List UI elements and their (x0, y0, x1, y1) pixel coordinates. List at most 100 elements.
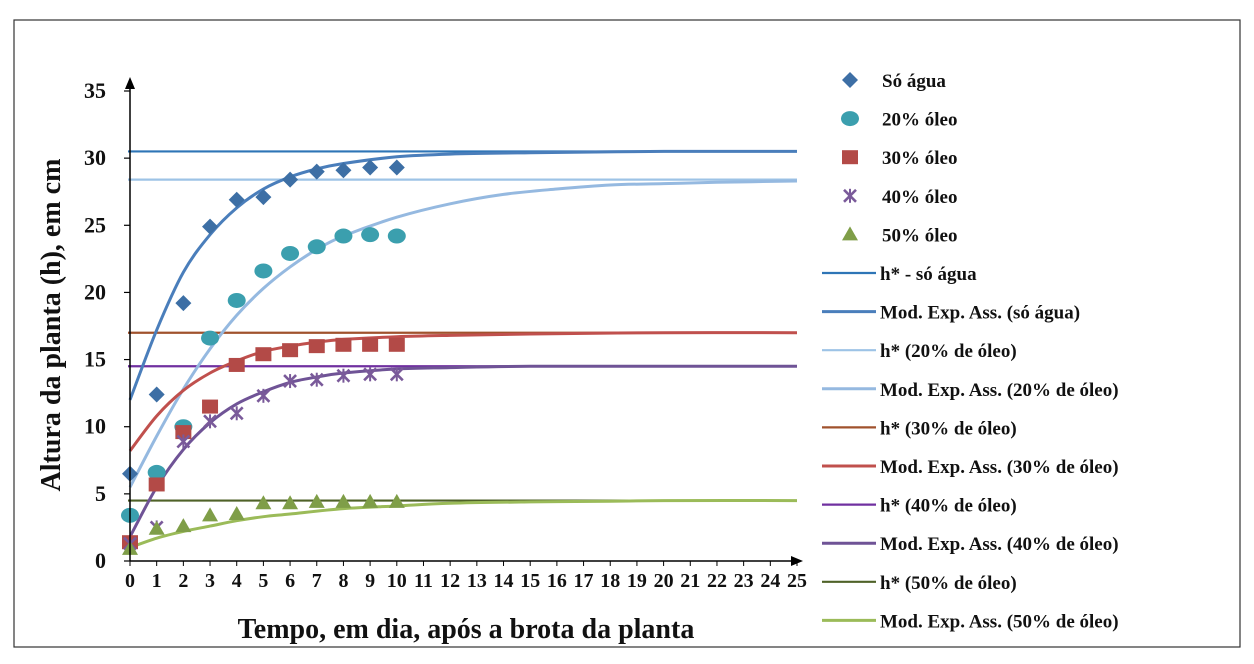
legend-item-5: h* - só água (822, 264, 977, 285)
x-tick-label: 9 (365, 570, 375, 592)
x-tick-label: 3 (205, 570, 215, 592)
data-point (334, 228, 353, 244)
legend-label: 30% óleo (882, 148, 957, 169)
legend-item-6: Mod. Exp. Ass. (só água) (822, 303, 1080, 324)
data-point (362, 493, 379, 508)
x-tick-label: 0 (125, 570, 135, 592)
data-point (307, 239, 326, 255)
y-tick-label: 10 (84, 414, 106, 439)
data-point (308, 493, 325, 508)
legend-item-7: h* (20% de óleo) (822, 341, 1017, 362)
data-point (148, 477, 165, 492)
data-point (148, 386, 165, 403)
data-point (388, 493, 405, 508)
data-point (282, 171, 299, 188)
x-tick-label: 12 (440, 570, 460, 592)
y-tick-label: 0 (95, 548, 106, 573)
data-point (229, 406, 244, 421)
data-point (309, 372, 324, 387)
x-tick-label: 10 (387, 570, 407, 592)
point-series-2 (122, 337, 405, 550)
data-point (308, 339, 325, 354)
legend-item-11: h* (40% de óleo) (822, 496, 1017, 517)
legend-swatch (842, 150, 858, 165)
legend-item-8: Mod. Exp. Ass. (20% de óleo) (822, 380, 1119, 401)
data-point (308, 163, 325, 180)
plot-area (121, 149, 798, 555)
x-tick-label: 19 (627, 570, 647, 592)
data-point (336, 368, 351, 383)
x-tick-label: 16 (547, 570, 567, 592)
data-point (255, 495, 272, 510)
legend-swatch (843, 188, 857, 203)
data-point (389, 367, 404, 382)
data-point (335, 337, 352, 352)
data-point (362, 159, 379, 176)
data-point (175, 425, 192, 440)
data-point (256, 388, 271, 403)
y-tick-label: 30 (84, 145, 106, 170)
x-tick-label: 17 (574, 570, 594, 592)
y-tick-label: 25 (84, 212, 106, 237)
x-tick-label: 25 (787, 570, 807, 592)
x-tick-label: 14 (494, 570, 514, 592)
data-point (388, 337, 405, 352)
x-tick-label: 18 (600, 570, 620, 592)
data-point (175, 295, 192, 312)
data-point (363, 367, 378, 382)
data-point (387, 228, 406, 244)
legend-item-0: Só água (842, 71, 946, 92)
data-point (228, 357, 245, 372)
x-tick-label: 15 (520, 570, 540, 592)
y-tick-label: 5 (95, 481, 106, 506)
legend-label: 50% óleo (882, 225, 957, 246)
data-point (388, 159, 405, 176)
x-tick-label: 24 (760, 570, 780, 592)
legend: Só água 20% óleo 30% óleo 40% óleo 50% óleo h… (822, 71, 1119, 632)
data-point (228, 191, 245, 208)
legend-item-4: 50% óleo (842, 225, 957, 246)
data-point (202, 218, 219, 235)
data-point (254, 263, 273, 279)
legend-label: 20% óleo (882, 110, 957, 131)
x-tick-label: 6 (285, 570, 295, 592)
x-tick-label: 22 (707, 570, 727, 592)
data-point (255, 189, 272, 206)
legend-swatch (841, 111, 859, 127)
data-point (283, 374, 297, 389)
data-point (148, 520, 165, 535)
data-point (202, 507, 219, 522)
y-axis-title: Altura da planta (h), em cm (36, 159, 67, 492)
legend-item-13: h* (50% de óleo) (822, 573, 1017, 594)
data-point (203, 414, 217, 429)
legend-item-9: h* (30% de óleo) (822, 418, 1017, 439)
data-point (361, 227, 380, 243)
legend-label: Mod. Exp. Ass. (50% de óleo) (880, 611, 1119, 632)
data-point (335, 162, 352, 179)
x-tick-label: 1 (152, 570, 162, 592)
legend-label: Mod. Exp. Ass. (só água) (880, 303, 1080, 324)
x-tick-label: 13 (467, 570, 487, 592)
x-tick-label: 23 (734, 570, 754, 592)
x-tick-label: 5 (258, 570, 268, 592)
data-point (202, 399, 219, 414)
legend-label: h* (30% de óleo) (880, 418, 1017, 439)
legend-item-3: 40% óleo (843, 187, 957, 208)
x-axis-title: Tempo, em dia, após a brota da planta (238, 614, 695, 645)
data-point (228, 506, 245, 520)
data-point (255, 347, 272, 362)
point-series-4 (122, 493, 405, 555)
data-point (362, 337, 379, 352)
legend-label: h* - só água (880, 264, 977, 285)
y-tick-label: 20 (84, 279, 106, 304)
x-tick-label: 7 (312, 570, 322, 592)
x-tick-label: 8 (338, 570, 348, 592)
legend-item-1: 20% óleo (841, 110, 957, 131)
x-tick-label: 21 (680, 570, 700, 592)
legend-label: h* (20% de óleo) (880, 341, 1017, 362)
legend-swatch (842, 72, 858, 88)
data-point (281, 245, 300, 261)
data-point (282, 495, 299, 510)
